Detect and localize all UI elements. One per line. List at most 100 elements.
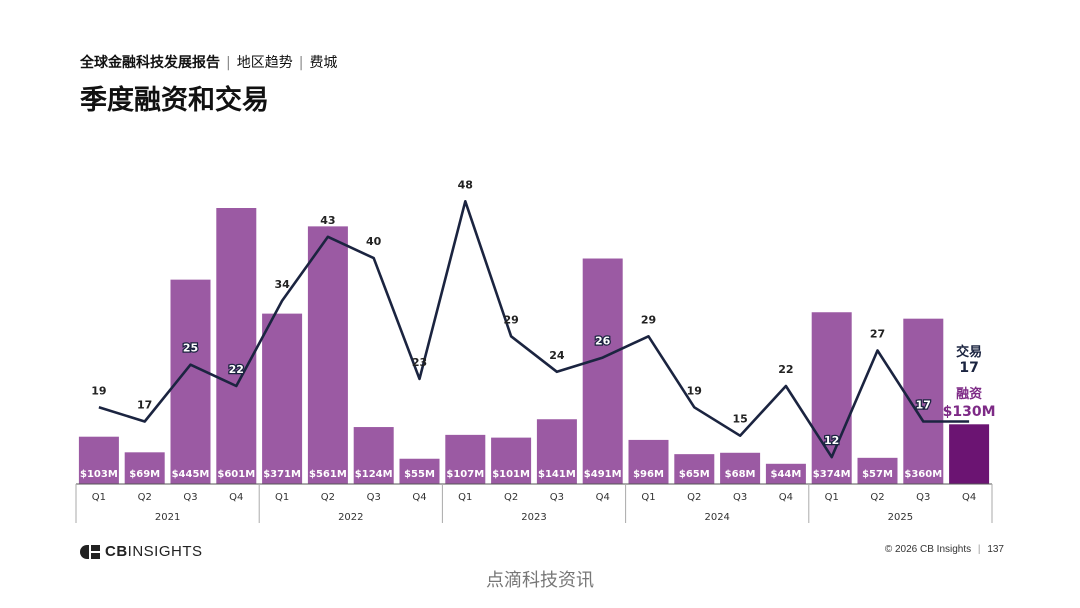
report-section: 地区趋势 bbox=[236, 55, 293, 71]
deals-label-12: 29 bbox=[641, 313, 656, 326]
deals-label-1: 17 bbox=[137, 399, 152, 412]
quarter-label-6: Q3 bbox=[367, 492, 381, 503]
deals-label-9: 29 bbox=[503, 313, 518, 326]
year-label-2022: 2022 bbox=[338, 512, 363, 523]
bar-label-2: $445M bbox=[172, 469, 210, 480]
watermark: 点滴科技资讯 bbox=[486, 570, 594, 591]
quarter-label-3: Q4 bbox=[229, 492, 243, 503]
quarter-label-19: Q4 bbox=[962, 492, 976, 503]
deals-label-11: 26 bbox=[595, 335, 611, 348]
quarter-label-4: Q1 bbox=[275, 492, 289, 503]
quarter-label-5: Q2 bbox=[321, 492, 335, 503]
bar-15 bbox=[765, 463, 806, 484]
funding-callout-label: 融资 bbox=[956, 386, 982, 402]
funding-callout-value: $130M bbox=[943, 404, 996, 420]
header-separator: | bbox=[298, 55, 304, 71]
bar-12 bbox=[628, 439, 669, 484]
deals-label-16: 12 bbox=[824, 434, 839, 447]
year-label-2025: 2025 bbox=[888, 512, 913, 523]
quarter-label-11: Q4 bbox=[596, 492, 610, 503]
quarter-label-8: Q1 bbox=[458, 492, 472, 503]
bar-11 bbox=[582, 258, 623, 484]
cb-logo-icon bbox=[80, 544, 100, 559]
bar-14 bbox=[720, 452, 761, 484]
logo-suffix: INSIGHTS bbox=[127, 543, 203, 560]
report-region: 费城 bbox=[309, 55, 338, 71]
copyright: © 2026 CB Insights | 137 bbox=[884, 544, 1004, 555]
year-label-2023: 2023 bbox=[521, 512, 546, 523]
bar-9 bbox=[491, 437, 532, 484]
deals-label-4: 34 bbox=[274, 278, 290, 291]
deals-label-0: 19 bbox=[91, 384, 106, 397]
quarter-label-9: Q2 bbox=[504, 492, 518, 503]
bar-label-15: $44M bbox=[770, 469, 801, 480]
deals-label-2: 25 bbox=[183, 342, 198, 355]
deals-label-15: 22 bbox=[778, 363, 793, 376]
bar-label-0: $103M bbox=[80, 469, 118, 480]
deals-label-10: 24 bbox=[549, 349, 565, 362]
bar-17 bbox=[857, 457, 898, 484]
deals-label-7: 23 bbox=[412, 356, 427, 369]
bar-label-18: $360M bbox=[904, 469, 942, 480]
bar-label-14: $68M bbox=[725, 469, 756, 480]
bar-label-8: $107M bbox=[446, 469, 484, 480]
deals-callout-label: 交易 bbox=[956, 344, 982, 360]
bar-5 bbox=[307, 226, 348, 484]
header-separator: | bbox=[226, 55, 231, 71]
bar-label-4: $371M bbox=[263, 469, 301, 480]
cb-insights-logo: CBINSIGHTS bbox=[80, 543, 203, 560]
bar-label-5: $561M bbox=[309, 469, 347, 480]
page-number: 137 bbox=[987, 544, 1004, 555]
bar-8 bbox=[445, 434, 486, 484]
bar-label-13: $65M bbox=[679, 469, 710, 480]
bar-label-11: $491M bbox=[584, 469, 622, 480]
bar-label-16: $374M bbox=[813, 469, 851, 480]
page-title: 季度融资和交易 bbox=[80, 85, 269, 116]
bar-label-10: $141M bbox=[538, 469, 576, 480]
year-label-2024: 2024 bbox=[704, 512, 729, 523]
deals-label-8: 48 bbox=[458, 178, 473, 191]
bar-label-6: $124M bbox=[355, 469, 393, 480]
logo-prefix: CB bbox=[105, 543, 128, 560]
bar-label-1: $69M bbox=[129, 469, 160, 480]
year-label-2021: 2021 bbox=[155, 512, 180, 523]
bar-3 bbox=[216, 208, 257, 484]
bar-13 bbox=[674, 454, 715, 484]
report-title: 全球金融科技发展报告 bbox=[80, 55, 220, 71]
bar-1 bbox=[124, 452, 165, 484]
bar-label-7: $55M bbox=[404, 469, 435, 480]
bar-0 bbox=[78, 436, 119, 484]
quarter-label-0: Q1 bbox=[92, 492, 106, 503]
bar-7 bbox=[399, 458, 440, 484]
deals-label-13: 19 bbox=[687, 384, 702, 397]
quarter-label-17: Q2 bbox=[870, 492, 884, 503]
bar-label-12: $96M bbox=[633, 469, 664, 480]
deals-label-5: 43 bbox=[320, 214, 335, 227]
bar-4 bbox=[262, 313, 303, 484]
copyright-text: © 2026 CB Insights bbox=[884, 544, 972, 555]
report-header: 全球金融科技发展报告 | 地区趋势 | 费城 bbox=[80, 52, 337, 72]
quarter-label-15: Q4 bbox=[779, 492, 793, 503]
bar-label-9: $101M bbox=[492, 469, 530, 480]
deals-label-14: 15 bbox=[732, 413, 747, 426]
bar-label-17: $57M bbox=[862, 469, 893, 480]
quarter-label-13: Q2 bbox=[687, 492, 701, 503]
deals-label-3: 22 bbox=[229, 363, 244, 376]
quarter-label-7: Q4 bbox=[412, 492, 426, 503]
quarter-label-1: Q2 bbox=[138, 492, 152, 503]
deals-label-6: 40 bbox=[366, 235, 382, 248]
quarter-label-14: Q3 bbox=[733, 492, 747, 503]
quarter-label-16: Q1 bbox=[825, 492, 839, 503]
deals-label-17: 27 bbox=[870, 327, 885, 340]
quarter-label-2: Q3 bbox=[183, 492, 197, 503]
bar-19 bbox=[949, 424, 990, 484]
bar-label-3: $601M bbox=[217, 469, 255, 480]
bar-6 bbox=[353, 427, 394, 484]
deals-label-18: 17 bbox=[916, 399, 931, 412]
quarter-label-10: Q3 bbox=[550, 492, 564, 503]
quarter-label-12: Q1 bbox=[641, 492, 655, 503]
deals-line bbox=[98, 200, 970, 459]
bar-10 bbox=[536, 419, 577, 484]
quarter-label-18: Q3 bbox=[916, 492, 930, 503]
